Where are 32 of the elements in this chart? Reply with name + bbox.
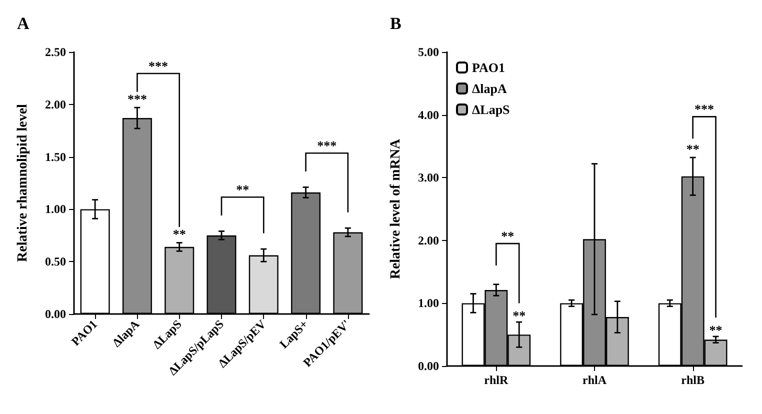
y-tick-label: 3.00 <box>418 170 439 185</box>
annotation: ** <box>709 322 722 338</box>
annotation: ** <box>512 308 526 324</box>
y-tick-label: 1.50 <box>45 150 66 164</box>
y-tick-label: 1.00 <box>45 202 66 216</box>
y-tick-label: 1.00 <box>418 296 439 310</box>
chart-title: B <box>390 14 402 33</box>
x-tick-label: rhlA <box>582 373 607 387</box>
legend-label: ΔLapS <box>472 102 510 117</box>
legend-label: PAO1 <box>472 60 505 75</box>
y-tick-label: 0.00 <box>45 307 66 321</box>
y-tick-label: 5.00 <box>418 45 439 59</box>
annotation: ** <box>172 226 186 242</box>
x-tick-label: rhlR <box>484 373 508 387</box>
annotation: ** <box>686 142 700 157</box>
annotation: *** <box>317 138 337 154</box>
y-tick-label: 0.50 <box>45 254 66 269</box>
annotation: *** <box>127 92 147 107</box>
y-tick-label: 2.00 <box>45 97 66 112</box>
annotation: ** <box>236 182 250 198</box>
chart-title: A <box>17 14 30 33</box>
y-tick-label: 0.00 <box>418 359 439 373</box>
y-tick-label: 4.00 <box>418 108 439 122</box>
y-tick-label: 2.00 <box>418 233 439 248</box>
x-tick-label: rhlB <box>681 373 705 387</box>
y-axis-title: Relative rhamnolipid level <box>16 104 30 262</box>
annotation: *** <box>148 58 168 74</box>
legend-label: ΔlapA <box>472 81 508 96</box>
y-axis-title: Relative level of mRNA <box>388 138 404 280</box>
y-tick-label: 2.50 <box>45 45 66 59</box>
annotation: *** <box>694 102 714 117</box>
annotation: ** <box>501 228 514 244</box>
